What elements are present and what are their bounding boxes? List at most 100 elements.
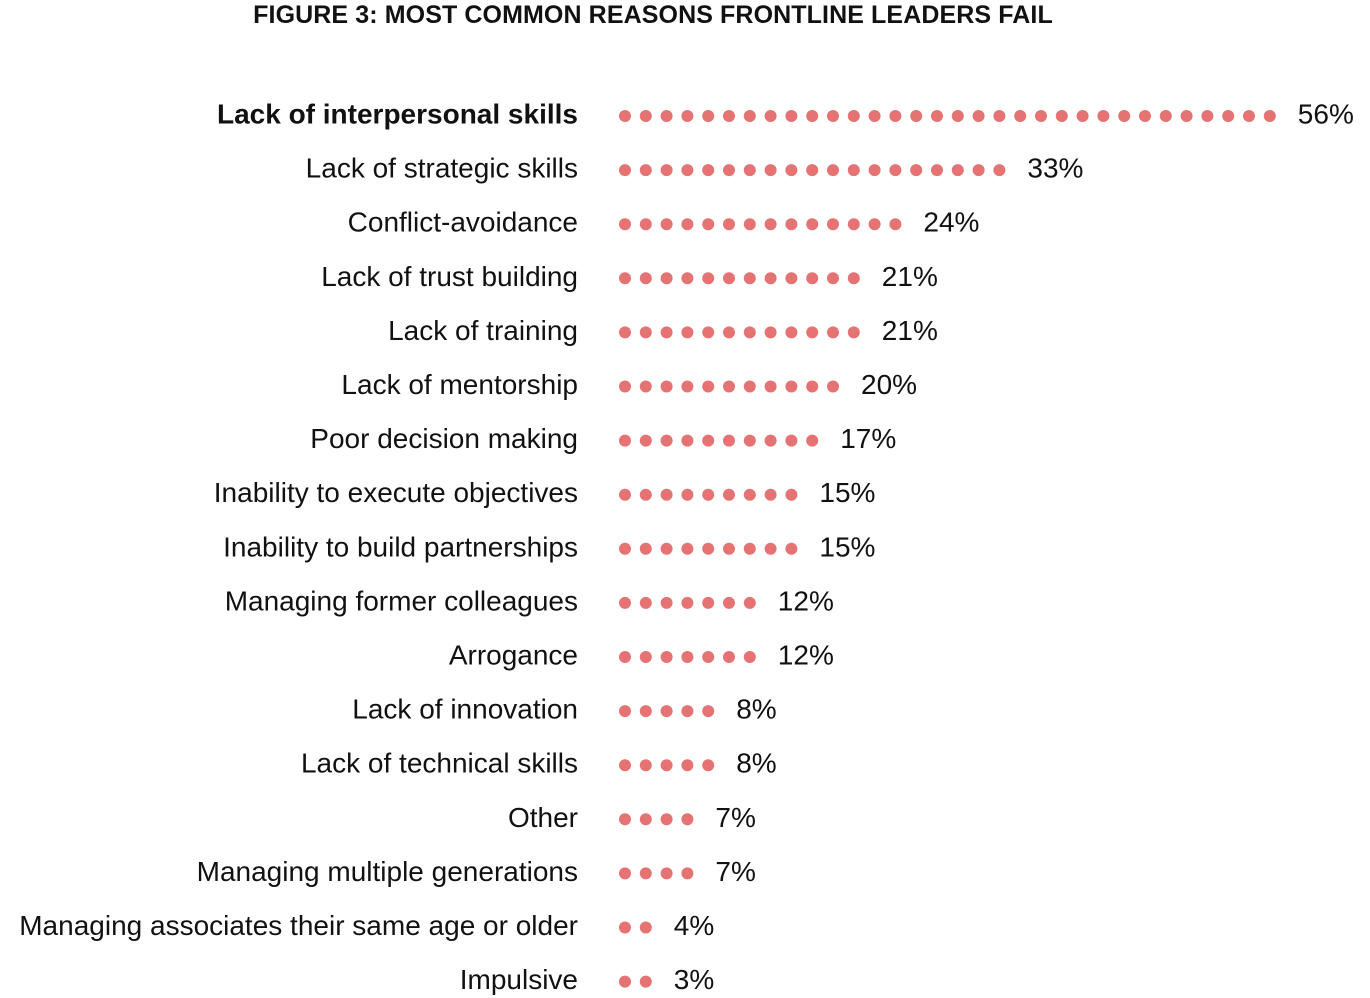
dot-mark [619,164,631,177]
dot-mark [806,272,819,285]
dot-mark [723,596,735,609]
dot-mark [972,110,985,122]
dot-mark [723,434,735,447]
category-label-lack-of-interpersonal-skills: Lack of interpersonal skills [217,99,578,130]
dot-mark [1263,110,1276,122]
dot-mark [743,110,756,122]
dot-mark [889,218,902,231]
dot-mark [910,110,923,122]
dot-mark [639,542,652,555]
dot-mark [931,164,943,177]
dot-mark [702,218,715,231]
value-label-managing-multiple-generations: 7% [715,856,755,887]
dot-mark [868,218,881,231]
dot-mark [1097,110,1110,122]
dot-mark [660,542,673,555]
dot-bar-arrogance [619,651,756,663]
dot-bar-lack-of-technical-skills [619,759,715,772]
dot-bar-lack-of-innovation [619,705,715,718]
dot-mark [806,380,819,393]
dot-mark [702,380,715,393]
dot-mark [619,921,631,934]
dot-mark [743,326,756,339]
dot-mark [660,434,673,447]
category-label-managing-multiple-generations: Managing multiple generations [197,856,578,887]
dot-mark [1201,110,1214,122]
dot-mark [1222,110,1235,122]
dot-mark [723,326,735,339]
dot-mark [639,272,652,285]
dot-mark [806,326,819,339]
dot-mark [931,110,943,122]
category-label-inability-to-execute-objectives: Inability to execute objectives [214,477,578,508]
dot-bar-lack-of-training [619,326,860,339]
dot-mark [639,596,652,609]
dot-mark [785,434,798,447]
dot-mark [681,488,694,501]
dot-mark [681,218,694,231]
dot-mark [1118,110,1131,122]
dot-mark [1139,110,1151,122]
dot-mark [723,164,735,177]
dot-mark [619,867,631,880]
dot-mark [660,651,673,663]
dot-mark [639,867,652,880]
category-label-lack-of-training: Lack of training [388,315,578,346]
dot-mark [785,272,798,285]
category-label-lack-of-mentorship: Lack of mentorship [341,369,578,400]
dot-mark [806,218,819,231]
dot-mark [619,813,631,826]
dot-mark [660,326,673,339]
dot-mark [764,272,777,285]
dot-mark [743,542,756,555]
dot-mark [702,651,715,663]
value-label-lack-of-strategic-skills: 33% [1027,153,1083,184]
dot-mark [806,110,819,122]
dot-mark [785,218,798,231]
dot-bar-managing-former-colleagues [619,596,756,609]
dot-mark [951,164,964,177]
dot-mark [910,164,923,177]
value-label-inability-to-build-partnerships: 15% [819,531,875,562]
dot-mark [806,164,819,177]
dot-mark [619,110,631,122]
dot-mark [702,759,715,772]
dot-mark [619,759,631,772]
dot-mark [639,164,652,177]
dot-mark [723,488,735,501]
value-label-poor-decision-making: 17% [840,423,896,454]
dot-mark [619,975,631,988]
category-label-impulsive: Impulsive [460,964,578,995]
dot-mark [723,380,735,393]
value-label-lack-of-training: 21% [882,315,938,346]
dot-mark [639,380,652,393]
dot-mark [743,434,756,447]
category-label-managing-former-colleagues: Managing former colleagues [225,585,578,616]
dot-mark [743,380,756,393]
dot-mark [764,164,777,177]
value-label-managing-associates-their-same-age-or-older: 4% [674,910,714,941]
dot-mark [785,488,798,501]
dot-mark [847,164,860,177]
dot-mark [619,218,631,231]
dot-mark [619,434,631,447]
dot-bar-conflict-avoidance [619,218,902,231]
dot-bar-impulsive [619,975,652,988]
dot-mark [889,110,902,122]
dot-mark [723,218,735,231]
dot-mark [681,380,694,393]
value-label-impulsive: 3% [674,964,714,995]
dot-mark [764,434,777,447]
dot-bar-inability-to-build-partnerships [619,542,798,555]
dot-mark [639,218,652,231]
dot-mark [764,542,777,555]
dot-mark [681,164,694,177]
dot-mark [660,218,673,231]
dot-mark [681,705,694,718]
dot-bar-inability-to-execute-objectives [619,488,798,501]
dot-mark [660,488,673,501]
dot-mark [847,272,860,285]
dot-mark [827,164,839,177]
dot-bar-managing-associates-their-same-age-or-older [619,921,652,934]
category-label-other: Other [508,802,578,833]
